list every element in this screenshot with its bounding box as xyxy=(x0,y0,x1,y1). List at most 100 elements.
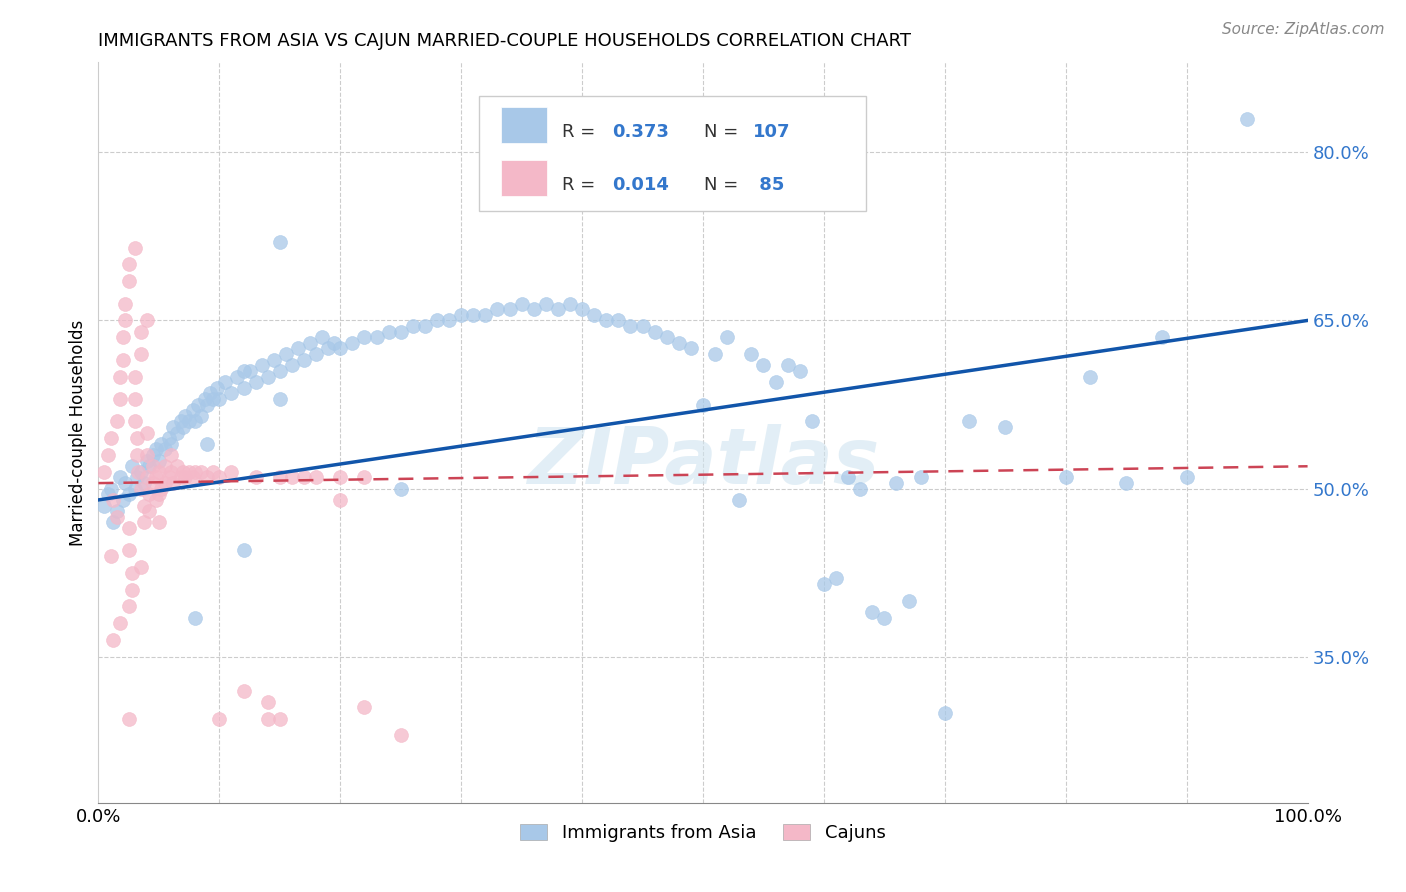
Point xyxy=(437,313,460,327)
Point xyxy=(101,492,124,507)
Point xyxy=(256,695,278,709)
Point xyxy=(323,335,346,350)
Point xyxy=(124,240,146,254)
Point xyxy=(105,504,128,518)
Point xyxy=(100,431,122,445)
Point xyxy=(389,729,412,743)
Point xyxy=(426,313,449,327)
Point xyxy=(329,470,352,484)
Point xyxy=(292,470,315,484)
Point xyxy=(195,437,218,451)
FancyBboxPatch shape xyxy=(479,95,866,211)
Point xyxy=(232,381,254,395)
Point xyxy=(145,470,167,484)
Point xyxy=(776,359,799,373)
Point xyxy=(135,448,157,462)
Point xyxy=(108,369,131,384)
Point xyxy=(157,470,180,484)
Point xyxy=(157,431,180,445)
Point xyxy=(353,700,375,714)
Point xyxy=(463,308,485,322)
Point xyxy=(100,482,122,496)
Point xyxy=(214,375,236,389)
Point xyxy=(195,470,218,484)
Point xyxy=(281,470,304,484)
Point xyxy=(181,403,204,417)
Point xyxy=(118,543,141,558)
Point xyxy=(138,459,160,474)
Point xyxy=(166,459,188,474)
Point xyxy=(195,398,218,412)
Point xyxy=(97,448,120,462)
Point xyxy=(208,712,231,726)
Point xyxy=(239,364,262,378)
Point xyxy=(873,610,896,624)
Point xyxy=(934,706,956,720)
Point xyxy=(245,470,267,484)
Point xyxy=(208,470,231,484)
Point xyxy=(547,302,569,317)
Point xyxy=(105,414,128,428)
Point xyxy=(160,437,183,451)
Point xyxy=(135,453,157,467)
Point xyxy=(160,465,183,479)
Point xyxy=(813,577,835,591)
Point xyxy=(292,352,315,367)
Point xyxy=(148,487,170,501)
Point xyxy=(114,313,136,327)
Point xyxy=(263,352,285,367)
Point xyxy=(1152,330,1174,344)
Point xyxy=(299,335,322,350)
Point xyxy=(342,335,364,350)
Point xyxy=(118,257,141,271)
Point xyxy=(1236,112,1258,126)
Point xyxy=(245,375,267,389)
Point xyxy=(129,482,152,496)
Point xyxy=(329,342,352,356)
Point xyxy=(957,414,980,428)
Point xyxy=(179,414,201,428)
Point xyxy=(145,492,167,507)
Point xyxy=(202,465,225,479)
Point xyxy=(184,414,207,428)
Point xyxy=(127,470,149,484)
Point xyxy=(153,459,176,474)
Point xyxy=(1175,470,1198,484)
Text: R =: R = xyxy=(561,177,600,194)
Point xyxy=(232,683,254,698)
Point xyxy=(269,470,291,484)
Point xyxy=(205,381,228,395)
Point xyxy=(728,492,751,507)
Point xyxy=(413,319,436,334)
Point xyxy=(450,308,472,322)
Y-axis label: Married-couple Households: Married-couple Households xyxy=(69,319,87,546)
Point xyxy=(105,509,128,524)
Point xyxy=(389,325,412,339)
Point xyxy=(221,386,243,401)
Point xyxy=(134,476,156,491)
Text: ZIPatlas: ZIPatlas xyxy=(527,425,879,500)
Point xyxy=(184,465,207,479)
Point xyxy=(181,470,204,484)
Point xyxy=(558,296,581,310)
Point xyxy=(162,476,184,491)
Text: 107: 107 xyxy=(752,123,790,142)
Point xyxy=(269,392,291,406)
Point xyxy=(316,342,339,356)
Point xyxy=(179,465,201,479)
Point xyxy=(194,392,217,406)
Point xyxy=(704,347,727,361)
Point xyxy=(256,369,278,384)
Point xyxy=(765,375,787,389)
Point xyxy=(134,516,156,530)
Point xyxy=(1054,470,1077,484)
Point xyxy=(208,392,231,406)
Point xyxy=(256,712,278,726)
Point xyxy=(127,431,149,445)
Point xyxy=(311,330,333,344)
Point xyxy=(366,330,388,344)
Point xyxy=(134,499,156,513)
Point xyxy=(129,560,152,574)
Point xyxy=(789,364,811,378)
Point xyxy=(150,482,173,496)
